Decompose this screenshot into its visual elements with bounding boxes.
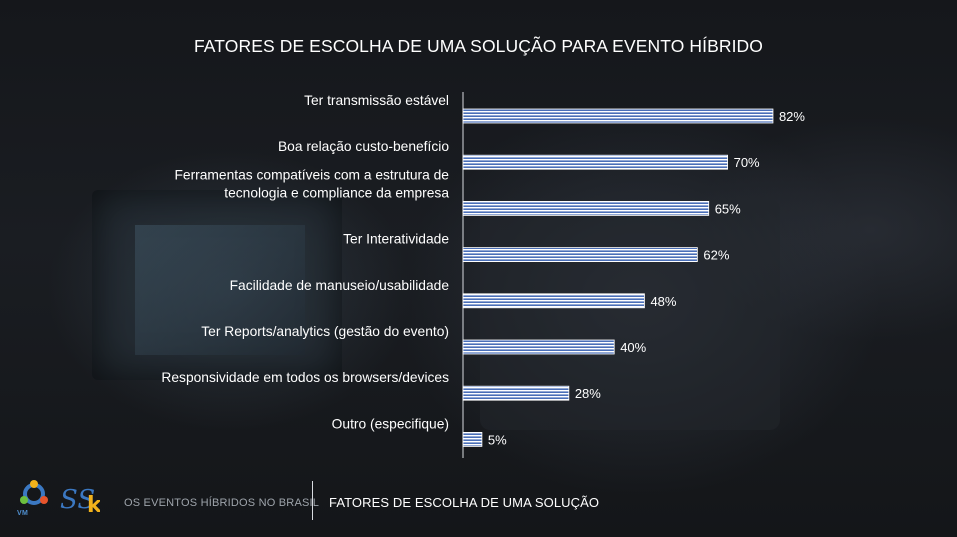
- chart-title: FATORES DE ESCOLHA DE UMA SOLUÇÃO PARA E…: [193, 36, 763, 56]
- bar-0: [462, 108, 774, 124]
- category-label-6: Responsividade em todos os browsers/devi…: [161, 370, 449, 385]
- value-label-6: 28%: [575, 386, 601, 401]
- category-label-1: Boa relação custo-benefício: [278, 139, 449, 154]
- footer-section-name: OS EVENTOS HÍBRIDOS NO BRASIL: [124, 497, 320, 509]
- category-label-2-line-1: tecnologia e compliance da empresa: [224, 185, 449, 200]
- vm-logo-text: VM: [17, 510, 29, 517]
- value-label-5: 40%: [620, 340, 646, 355]
- value-label-7: 5%: [488, 432, 507, 447]
- vm-consultoria-logo: [20, 480, 48, 505]
- background-camera-monitor: [92, 190, 342, 380]
- ssk-logo: SS k: [60, 485, 100, 518]
- bar-4: [462, 293, 645, 309]
- footer-divider: [312, 481, 313, 520]
- footer-slide-name: FATORES DE ESCOLHA DE UMA SOLUÇÃO: [329, 495, 600, 510]
- value-label-3: 62%: [703, 248, 729, 263]
- category-label-4: Facilidade de manuseio/usabilidade: [230, 278, 450, 293]
- category-label-7: Outro (especifique): [332, 416, 449, 431]
- bar-6: [462, 385, 570, 401]
- bar-chart: 82% Ter transmissão estável 70% Boa relação…: [161, 92, 805, 458]
- value-label-4: 48%: [650, 294, 676, 309]
- category-label-2-line-0: Ferramentas compatíveis com a estrutura …: [174, 167, 449, 182]
- value-label-2: 65%: [715, 201, 741, 216]
- bar-5: [462, 339, 615, 355]
- value-label-1: 70%: [734, 155, 760, 170]
- value-label-0: 82%: [779, 109, 805, 124]
- category-label-3: Ter Interatividade: [343, 232, 449, 247]
- category-label-5: Ter Reports/analytics (gestão do evento): [201, 324, 449, 339]
- bar-3: [462, 247, 698, 263]
- category-label-0: Ter transmissão estável: [304, 93, 449, 108]
- bar-2: [462, 200, 710, 216]
- ssk-logo-k: k: [87, 493, 100, 518]
- background-monitor-screen: [135, 225, 305, 355]
- bar-1: [462, 154, 729, 170]
- ssk-logo-ss: SS: [60, 485, 95, 515]
- bar-7: [462, 431, 483, 447]
